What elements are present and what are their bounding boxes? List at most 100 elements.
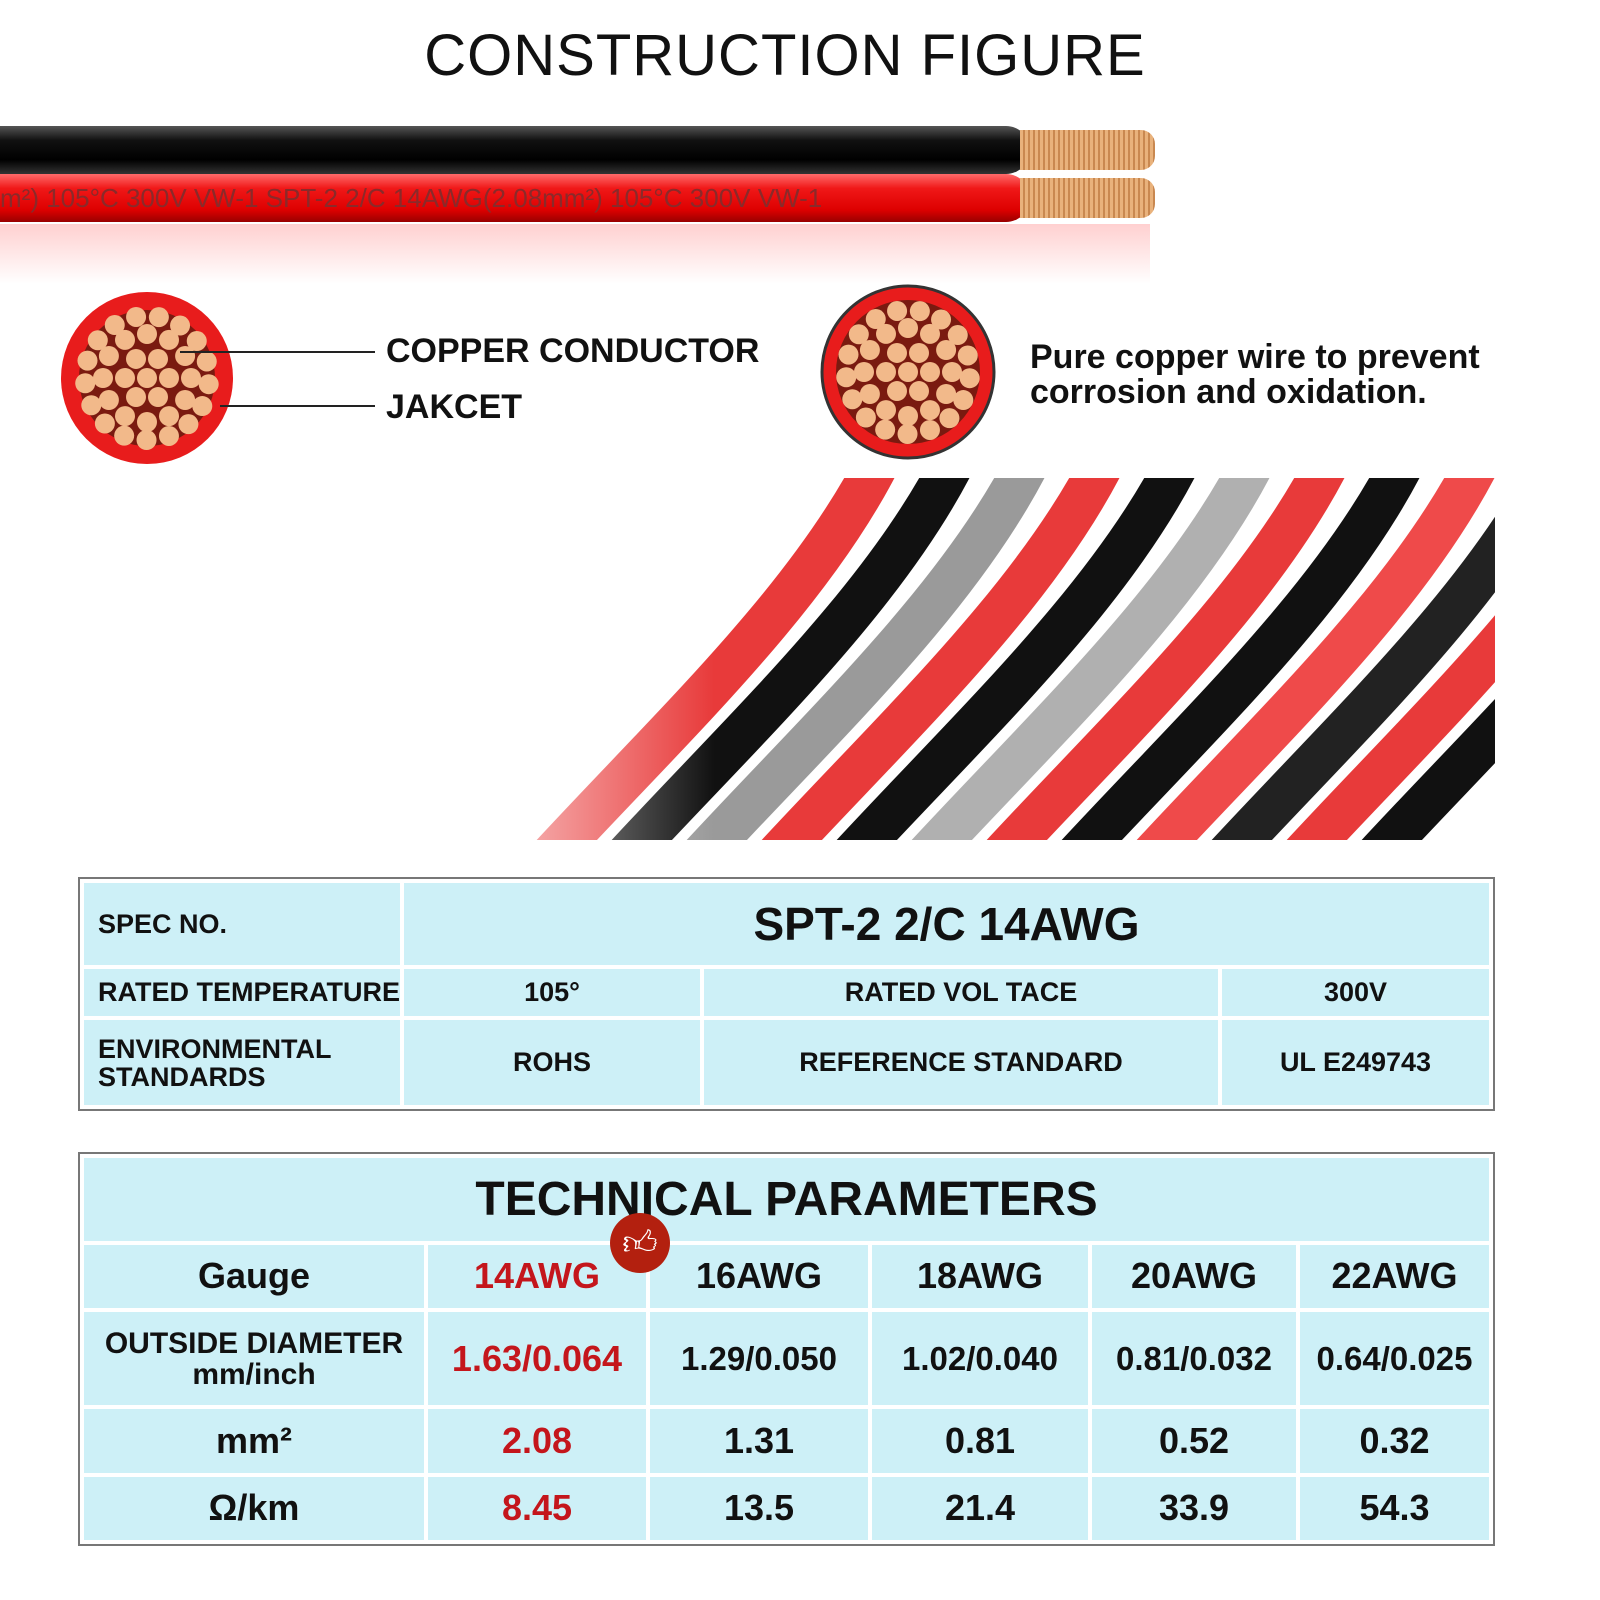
wire-print-text: m²) 105°C 300V VW-1 SPT-2 2/C 14AWG(2.08… <box>0 183 823 213</box>
copper-strand <box>94 413 115 434</box>
copper-strand <box>175 390 196 410</box>
temp-value: 105° <box>404 968 700 1016</box>
copper-strand <box>159 329 179 350</box>
wire-reflection <box>0 224 1150 284</box>
copper-strand <box>942 362 962 382</box>
copper-strand <box>865 309 886 330</box>
copper-strand <box>192 396 213 417</box>
copper-strand <box>838 344 859 365</box>
thumbs-up-icon: 👍︎ <box>610 1213 670 1273</box>
cell: 0.81 <box>872 1409 1088 1473</box>
copper-strand <box>836 367 857 388</box>
copper-strand <box>959 368 980 389</box>
copper-strands-top <box>1020 130 1155 170</box>
copper-strand <box>170 315 191 336</box>
copper-description: Pure copper wire to prevent corrosion an… <box>1030 338 1480 411</box>
cell: 22AWG <box>1300 1244 1489 1309</box>
copper-strand <box>887 342 907 363</box>
copper-strand <box>920 400 940 421</box>
row-label: Ω/km <box>84 1476 424 1540</box>
ref-value: UL E249743 <box>1222 1020 1489 1105</box>
spec-table: SPEC NO. SPT-2 2/C 14AWG RATED TEMPERATU… <box>78 877 1495 1111</box>
cell: 0.81/0.032 <box>1092 1312 1296 1406</box>
copper-strand <box>842 389 863 410</box>
copper-strand <box>148 387 168 408</box>
page-title: CONSTRUCTION FIGURE <box>424 23 1146 88</box>
voltage-value: 300V <box>1222 968 1489 1016</box>
copper-strand <box>875 419 896 440</box>
copper-strand <box>898 318 918 338</box>
copper-strand <box>114 425 135 446</box>
copper-strand <box>936 384 957 404</box>
ref-label: REFERENCE STANDARD <box>704 1020 1218 1105</box>
cross-section-right <box>820 284 996 460</box>
copper-strand <box>196 351 217 372</box>
cell: 33.9 <box>1092 1476 1296 1540</box>
copper-strand <box>953 390 974 411</box>
copper-strand <box>909 381 929 402</box>
conductor-leader-line <box>180 351 375 353</box>
copper-strand <box>126 306 147 327</box>
copper-strand <box>947 325 968 346</box>
cell: 20AWG <box>1092 1244 1296 1309</box>
copper-strand <box>137 412 157 432</box>
copper-strand <box>81 395 102 416</box>
row-label: Gauge <box>84 1244 424 1309</box>
cell: 54.3 <box>1300 1476 1489 1540</box>
table-row: Ω/km 8.45 13.5 21.4 33.9 54.3 <box>84 1476 1489 1540</box>
spec-label: SPEC NO. <box>84 883 400 965</box>
cell: 18AWG <box>872 1244 1088 1309</box>
copper-strand <box>126 348 146 369</box>
row-sublabel: mm/inch <box>192 1357 316 1391</box>
cell: 13.5 <box>650 1476 868 1540</box>
copper-strand <box>848 324 869 345</box>
copper-strand <box>98 390 119 410</box>
copper-strand <box>77 350 98 371</box>
copper-strand <box>936 340 957 360</box>
table-row: OUTSIDE DIAMETER mm/inch 1.63/0.064 1.29/… <box>84 1312 1489 1406</box>
copper-strand <box>859 384 880 404</box>
cell: 1.63/0.064 <box>428 1312 646 1406</box>
wire-bundle-photo <box>380 478 1495 840</box>
copper-strand <box>931 309 952 330</box>
copper-strand <box>855 407 876 428</box>
copper-strand <box>859 340 880 360</box>
copper-strand <box>920 323 940 344</box>
copper-strand <box>898 362 918 382</box>
copper-strand <box>148 348 168 369</box>
cell: 0.64/0.025 <box>1300 1312 1489 1406</box>
temp-label: RATED TEMPERATURE <box>84 968 400 1016</box>
table-row: Gauge 14AWG 16AWG 18AWG 20AWG 22AWG <box>84 1244 1489 1309</box>
cell: 16AWG <box>650 1244 868 1309</box>
copper-strand <box>137 324 157 344</box>
jacket-label: JAKCET <box>386 388 523 426</box>
copper-strand <box>957 345 978 366</box>
table-row: mm² 2.08 1.31 0.81 0.52 0.32 <box>84 1409 1489 1473</box>
cell: 14AWG <box>428 1244 646 1309</box>
copper-strand <box>876 323 896 344</box>
red-wire: m²) 105°C 300V VW-1 SPT-2 2/C 14AWG(2.08… <box>0 174 1030 222</box>
copper-strand <box>919 419 940 440</box>
jacket-leader-line <box>220 405 375 407</box>
copper-strand <box>909 301 930 322</box>
copper-strand <box>75 373 96 394</box>
env-value: ROHS <box>404 1020 700 1105</box>
copper-strand <box>115 406 135 427</box>
black-wire <box>0 126 1030 174</box>
cell: 1.29/0.050 <box>650 1312 868 1406</box>
voltage-label: RATED VOL TACE <box>704 968 1218 1016</box>
copper-strand <box>158 425 179 446</box>
copper-strand <box>920 362 940 382</box>
conductor-label: COPPER CONDUCTOR <box>386 332 760 370</box>
copper-strand <box>181 368 201 388</box>
copper-strand <box>186 331 207 352</box>
copper-strand <box>159 368 179 388</box>
copper-strand <box>104 315 125 336</box>
cell: 0.52 <box>1092 1409 1296 1473</box>
copper-strand <box>148 307 169 328</box>
cell: 8.45 <box>428 1476 646 1540</box>
row-label-main: OUTSIDE DIAMETER <box>104 1326 404 1360</box>
cell: 2.08 <box>428 1409 646 1473</box>
copper-strand <box>897 423 918 444</box>
copper-strand <box>887 381 907 402</box>
